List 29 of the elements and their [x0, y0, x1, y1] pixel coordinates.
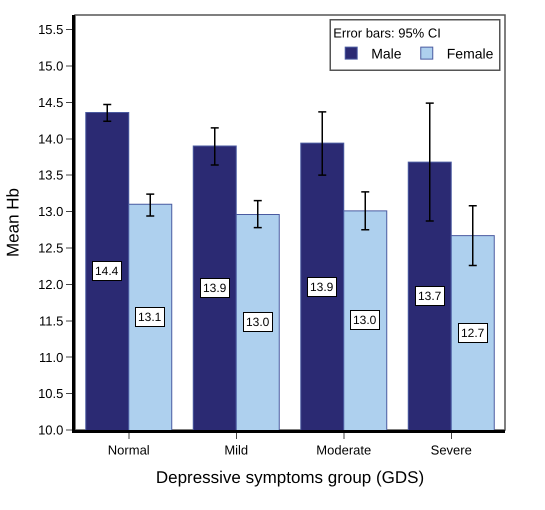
y-tick-label: 12.5: [38, 240, 64, 256]
data-label: 13.1: [138, 310, 162, 324]
data-label: 13.0: [246, 315, 270, 329]
y-tick-label: 10.0: [38, 422, 64, 438]
y-tick-label: 14.0: [38, 131, 64, 146]
legend-title: Error bars: 95% CI: [333, 26, 441, 41]
y-tick-label: 15.5: [38, 22, 64, 38]
x-tick-label: Normal: [108, 442, 150, 458]
y-tick-label: 13.5: [38, 168, 64, 183]
data-label: 14.4: [95, 264, 119, 278]
data-label: 12.7: [461, 326, 485, 340]
x-tick-label: Severe: [430, 442, 472, 458]
data-label: 13.9: [203, 281, 227, 295]
y-tick-label: 12.0: [38, 276, 64, 292]
y-tick-label: 11.0: [39, 350, 64, 365]
data-label: 13.9: [310, 280, 334, 294]
data-label: 13.7: [418, 289, 442, 303]
data-label: 13.0: [353, 313, 377, 327]
y-tick-label: 15.0: [38, 58, 64, 74]
y-tick-label: 13.0: [38, 204, 64, 220]
x-tick-label: Mild: [224, 442, 248, 458]
legend-label: Male: [371, 46, 402, 62]
y-tick-label: 14.5: [38, 94, 64, 110]
y-axis-title: Mean Hb: [4, 188, 23, 257]
legend-label: Female: [446, 46, 494, 62]
y-tick-label: 11.5: [39, 313, 64, 328]
y-tick-label: 10.5: [38, 386, 64, 402]
x-tick-label: Moderate: [316, 442, 372, 458]
x-axis-title: Depressive symptoms group (GDS): [156, 468, 424, 487]
